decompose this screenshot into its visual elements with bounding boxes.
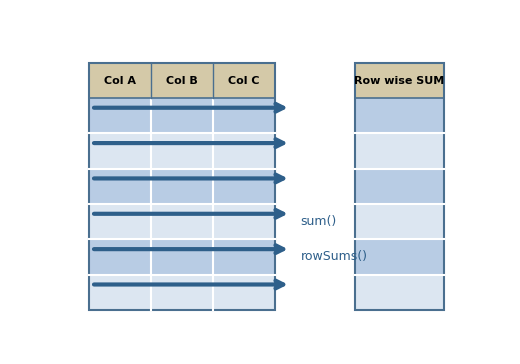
Bar — [151, 239, 213, 274]
Bar — [355, 133, 444, 169]
Bar — [89, 204, 151, 239]
Text: Col A: Col A — [104, 76, 136, 86]
Text: rowSums(): rowSums() — [301, 250, 368, 264]
Text: Col B: Col B — [166, 76, 198, 86]
Text: Col C: Col C — [228, 76, 259, 86]
Bar — [151, 133, 213, 169]
Bar — [89, 169, 151, 204]
Bar — [213, 274, 275, 310]
Bar — [151, 98, 213, 133]
Bar — [151, 204, 213, 239]
Text: sum(): sum() — [301, 215, 337, 228]
Bar — [89, 239, 151, 274]
Bar — [151, 63, 213, 98]
Bar — [213, 98, 275, 133]
Bar — [213, 204, 275, 239]
Bar — [355, 63, 444, 310]
Bar — [355, 98, 444, 133]
Bar — [213, 63, 275, 98]
Bar — [355, 169, 444, 204]
Bar — [89, 133, 151, 169]
Bar — [213, 169, 275, 204]
Text: Row wise SUM: Row wise SUM — [354, 76, 445, 86]
Bar — [213, 133, 275, 169]
Bar — [89, 63, 275, 310]
Bar — [355, 204, 444, 239]
Bar — [355, 239, 444, 274]
Bar — [151, 274, 213, 310]
Bar — [355, 274, 444, 310]
Bar — [151, 169, 213, 204]
Bar — [89, 98, 151, 133]
Bar — [89, 63, 151, 98]
Bar — [213, 239, 275, 274]
Bar — [355, 63, 444, 98]
Bar — [89, 274, 151, 310]
